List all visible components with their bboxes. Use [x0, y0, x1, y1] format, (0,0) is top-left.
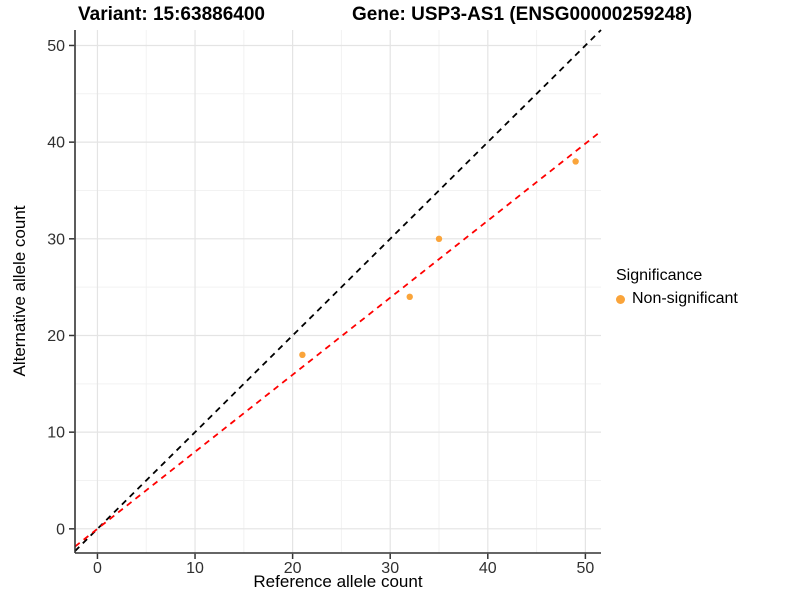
data-points	[299, 158, 579, 359]
legend-entry: Non-significant	[616, 290, 738, 308]
legend-point-icon	[616, 294, 625, 304]
data-point	[572, 158, 579, 165]
y-axis-ticks: 0 10 20 30 40 50	[47, 38, 75, 538]
identity-line	[74, 29, 602, 552]
x-tick-label: 20	[284, 560, 302, 577]
data-point	[299, 351, 306, 359]
x-axis-label: Reference allele count	[253, 572, 423, 591]
y-tick-label: 40	[47, 135, 65, 152]
minor-gridlines	[75, 30, 601, 553]
x-tick-label: 30	[381, 560, 399, 577]
legend: Significance Non-significant	[616, 267, 738, 308]
y-tick-label: 50	[47, 38, 65, 55]
variant-title: Variant: 15:63886400	[78, 4, 265, 25]
legend-entry-label: Non-significant	[632, 290, 738, 307]
gene-title: Gene: USP3-AS1 (ENSG00000259248)	[352, 4, 693, 25]
fit-line	[74, 130, 602, 548]
y-axis-label: Alternative allele count	[10, 205, 29, 377]
x-tick-label: 40	[479, 560, 497, 577]
y-tick-label: 10	[47, 425, 65, 442]
data-point	[435, 235, 443, 243]
x-axis-ticks: 0 10 20 30 40 50	[93, 553, 594, 577]
y-tick-label: 20	[47, 328, 65, 345]
data-point	[406, 293, 413, 301]
legend-title: Significance	[616, 267, 703, 284]
y-tick-label: 0	[56, 521, 65, 538]
x-tick-label: 50	[576, 560, 594, 577]
x-tick-label: 10	[186, 560, 204, 577]
y-tick-label: 30	[47, 231, 65, 248]
x-tick-label: 0	[93, 560, 102, 577]
major-gridlines	[75, 30, 601, 553]
axis-lines	[74, 30, 601, 554]
